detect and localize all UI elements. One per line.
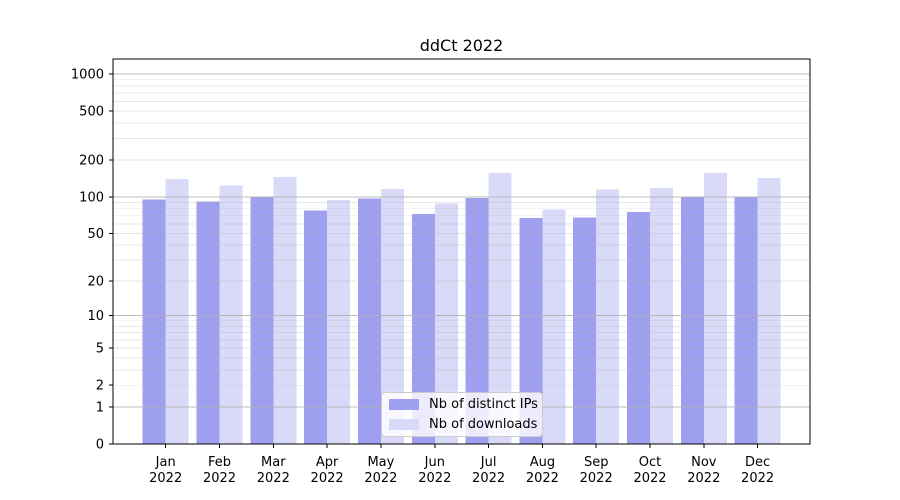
x-tick-label-year: 2022 xyxy=(687,471,720,486)
bar-distinct-ips-jul xyxy=(465,197,489,444)
x-tick-label-month: Sep xyxy=(584,455,609,470)
plot-border xyxy=(112,58,811,445)
x-tick-label-month: Mar xyxy=(261,455,286,470)
bar-distinct-ips-sep xyxy=(573,217,597,444)
legend-label-distinct-ips: Nb of distinct IPs xyxy=(429,397,538,413)
x-tick-label-month: Oct xyxy=(639,455,661,470)
bar-distinct-ips-feb xyxy=(196,201,220,444)
y-tick-label: 2 xyxy=(96,379,104,394)
bar-downloads-jul xyxy=(488,172,512,444)
x-tick-label-year: 2022 xyxy=(580,471,613,486)
x-tick-label-month: Apr xyxy=(316,455,339,470)
legend: Nb of distinct IPs Nb of downloads xyxy=(381,392,543,437)
x-tick-label-year: 2022 xyxy=(526,471,559,486)
bar-distinct-ips-apr xyxy=(304,210,328,444)
x-tick-label-year: 2022 xyxy=(311,471,344,486)
x-tick-label-year: 2022 xyxy=(472,471,505,486)
y-tick-label: 0 xyxy=(96,438,104,453)
bar-distinct-ips-dec xyxy=(734,196,758,444)
y-tick-label: 10 xyxy=(87,309,104,324)
legend-label-downloads: Nb of downloads xyxy=(429,416,538,432)
bar-distinct-ips-aug xyxy=(519,218,543,444)
bar-downloads-mar xyxy=(273,177,297,444)
x-tick-label-month: May xyxy=(367,455,394,470)
y-tick-label: 5 xyxy=(96,342,104,357)
x-tick-label-year: 2022 xyxy=(149,471,182,486)
bar-downloads-jun xyxy=(434,203,458,444)
x-tick-label-year: 2022 xyxy=(203,471,236,486)
y-tick-label: 100 xyxy=(79,190,104,205)
bar-distinct-ips-jun xyxy=(411,214,435,444)
bar-downloads-sep xyxy=(596,189,620,444)
x-tick-label-month: Jun xyxy=(424,455,445,470)
x-tick-label-year: 2022 xyxy=(633,471,666,486)
x-tick-label-month: Aug xyxy=(530,455,555,470)
x-tick-label-year: 2022 xyxy=(364,471,397,486)
legend-item-downloads: Nb of downloads xyxy=(389,416,538,432)
x-tick-label-month: Dec xyxy=(745,455,770,470)
y-tick-label: 20 xyxy=(87,275,104,290)
x-tick-label-month: Nov xyxy=(691,455,717,470)
bar-distinct-ips-mar xyxy=(250,196,274,444)
y-tick-label: 1 xyxy=(96,400,104,415)
bar-distinct-ips-oct xyxy=(627,212,650,444)
y-tick-label: 200 xyxy=(79,154,104,169)
chart-title: ddCt 2022 xyxy=(419,36,504,55)
y-tick-label: 500 xyxy=(79,105,104,120)
y-tick-label: 50 xyxy=(87,227,104,242)
legend-item-distinct-ips: Nb of distinct IPs xyxy=(389,397,538,413)
bar-distinct-ips-may xyxy=(357,198,381,444)
x-tick-label-year: 2022 xyxy=(741,471,774,486)
x-tick-label-year: 2022 xyxy=(418,471,451,486)
legend-swatch-downloads xyxy=(389,418,419,430)
x-tick-label-month: Jul xyxy=(480,455,497,470)
bar-downloads-jan xyxy=(165,179,189,444)
bar-downloads-feb xyxy=(219,185,243,444)
y-tick-label: 1000 xyxy=(71,68,104,83)
legend-swatch-distinct-ips xyxy=(389,399,419,411)
bar-distinct-ips-nov xyxy=(680,196,704,444)
bar-downloads-dec xyxy=(757,177,781,444)
bar-downloads-nov xyxy=(703,173,727,444)
bar-downloads-may xyxy=(380,189,404,444)
x-tick-label-month: Jan xyxy=(155,455,176,470)
bar-downloads-aug xyxy=(542,209,566,444)
x-tick-label-year: 2022 xyxy=(257,471,290,486)
bar-distinct-ips-jan xyxy=(142,199,166,444)
bar-downloads-apr xyxy=(327,200,351,444)
x-tick-label-month: Feb xyxy=(208,455,231,470)
